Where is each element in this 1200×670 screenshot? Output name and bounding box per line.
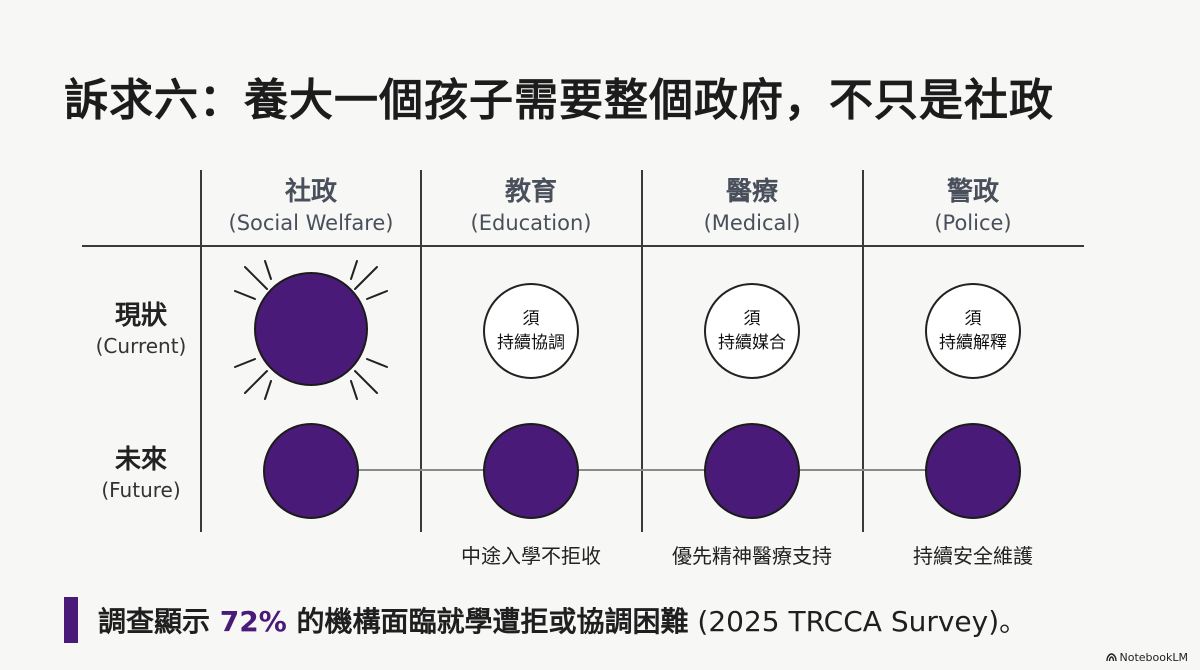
ring-text-line1: 須 — [964, 309, 982, 329]
education-future-note: 中途入學不拒收 — [461, 544, 601, 568]
page-title: 訴求六：養大一個孩子需要整個政府，不只是社政 — [64, 75, 1054, 126]
footer-rest: 的機構面臨就學遭拒或協調困難 — [286, 605, 689, 638]
footer-percent: 72% — [219, 605, 287, 638]
footer-accent-bar — [64, 597, 78, 643]
column-header-en: (Social Welfare) — [228, 211, 394, 235]
grid-divider — [200, 170, 202, 532]
future-connector-line — [310, 469, 974, 471]
row-header-en: (Current) — [95, 334, 187, 358]
column-header-zh: 教育 — [504, 177, 557, 207]
footer-source: (2025 TRCCA Survey)。 — [688, 605, 1028, 638]
burst-rays-icon — [234, 260, 388, 400]
column-header-en: (Education) — [470, 211, 592, 235]
column-header-education: 教育 (Education) — [421, 176, 641, 238]
notebooklm-logo-icon — [1105, 653, 1117, 662]
medical-current-ring: 須 持續媒合 — [704, 283, 800, 379]
row-header-en: (Future) — [101, 478, 181, 502]
education-current-ring: 須 持續協調 — [483, 283, 579, 379]
ring-text-line1: 須 — [522, 309, 540, 329]
row-header-current: 現狀 (Current) — [82, 300, 200, 360]
column-header-medical: 醫療 (Medical) — [642, 176, 862, 238]
ring-text-line2: 持續媒合 — [718, 333, 786, 353]
education-future-dot — [483, 423, 579, 519]
brand-watermark: NotebookLM — [1105, 651, 1188, 664]
social-welfare-future-dot — [263, 423, 359, 519]
medical-future-dot — [704, 423, 800, 519]
police-current-ring: 須 持續解釋 — [925, 283, 1021, 379]
ring-text-line2: 持續協調 — [497, 333, 565, 353]
column-header-police: 警政 (Police) — [863, 176, 1083, 238]
footer-statement: 調查顯示 72% 的機構面臨就學遭拒或協調困難 (2025 TRCCA Surv… — [98, 600, 1027, 640]
police-future-note: 持續安全維護 — [913, 544, 1033, 568]
column-header-zh: 社政 — [284, 177, 337, 207]
column-header-zh: 警政 — [946, 177, 999, 207]
column-header-social-welfare: 社政 (Social Welfare) — [201, 176, 421, 238]
grid-divider — [862, 170, 864, 532]
column-header-zh: 醫療 — [725, 177, 778, 207]
medical-future-note: 優先精神醫療支持 — [672, 544, 832, 568]
row-header-zh: 未來 — [114, 445, 167, 475]
social-welfare-current-dot — [254, 272, 368, 386]
ring-text-line2: 持續解釋 — [939, 333, 1007, 353]
column-header-en: (Medical) — [703, 211, 801, 235]
column-header-en: (Police) — [934, 211, 1012, 235]
grid-divider — [641, 170, 643, 532]
footer-lead: 調查顯示 — [98, 605, 220, 638]
police-future-dot — [925, 423, 1021, 519]
ring-text-line1: 須 — [743, 309, 761, 329]
brand-name: NotebookLM — [1119, 651, 1188, 664]
header-divider — [82, 245, 1084, 247]
row-header-zh: 現狀 — [114, 301, 167, 331]
grid-divider — [420, 170, 422, 532]
row-header-future: 未來 (Future) — [82, 444, 200, 504]
